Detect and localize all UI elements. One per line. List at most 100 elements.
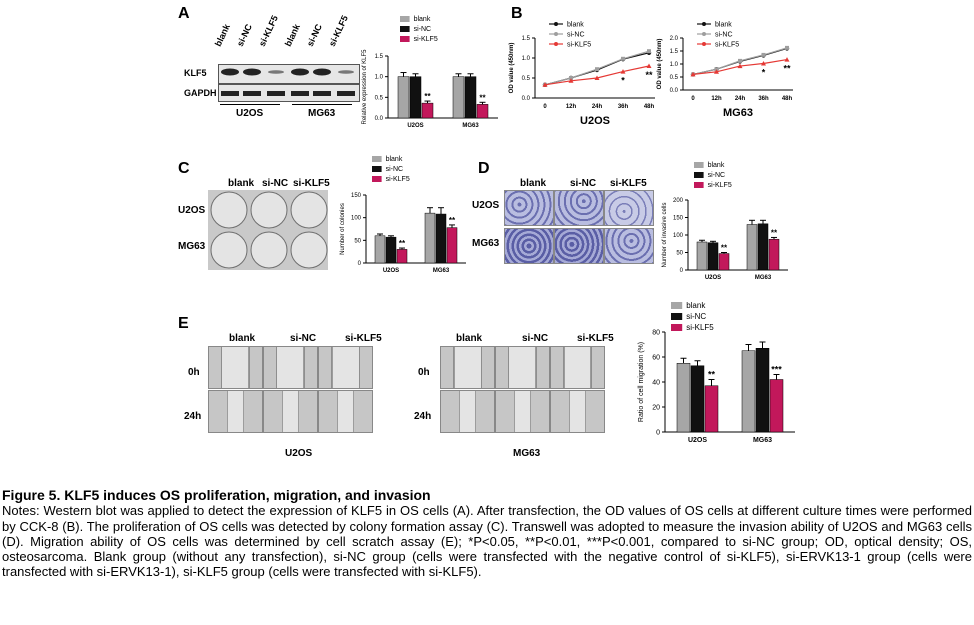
data-point bbox=[785, 45, 789, 50]
y-axis-label: Number of colonies bbox=[340, 203, 346, 255]
col-label: si-KLF5 bbox=[345, 333, 382, 344]
x-tick-label: 0 bbox=[543, 104, 547, 110]
blot-bands bbox=[221, 68, 355, 96]
legend-swatch bbox=[694, 172, 704, 178]
transwell-image bbox=[554, 228, 604, 264]
band bbox=[338, 70, 354, 74]
bar bbox=[385, 236, 397, 264]
chart-c-bar: 0 50 100 150 Number of colonies ** U2OS ** MG63 b… bbox=[340, 156, 466, 274]
legend-swatch bbox=[694, 162, 704, 168]
x-tick-label: 36h bbox=[618, 104, 629, 110]
legend-swatch bbox=[400, 16, 410, 22]
col-label: si-KLF5 bbox=[610, 178, 647, 189]
legend-label: si-NC bbox=[715, 32, 733, 39]
y-tick-label: 50 bbox=[354, 238, 361, 244]
group-label: MG63 bbox=[513, 448, 541, 459]
legend-label: si-KLF5 bbox=[414, 36, 438, 43]
group-line bbox=[292, 104, 352, 105]
legend-swatch bbox=[694, 182, 704, 188]
transwell-image bbox=[604, 190, 654, 226]
x-tick-label: 24h bbox=[592, 104, 603, 110]
scratch-image bbox=[208, 346, 263, 389]
legend-swatch bbox=[671, 313, 683, 320]
col-label: blank bbox=[520, 178, 547, 189]
panel-label-c: C bbox=[178, 160, 190, 177]
plate bbox=[250, 191, 288, 229]
significance-mark: * bbox=[762, 67, 766, 77]
x-tick-label: U2OS bbox=[705, 275, 721, 281]
bar bbox=[769, 379, 784, 433]
scratch-image bbox=[495, 346, 550, 389]
x-tick-label: 24h bbox=[735, 96, 746, 102]
plate bbox=[290, 191, 328, 229]
legend-marker bbox=[554, 42, 558, 46]
data-point bbox=[568, 78, 574, 83]
row-label: 24h bbox=[184, 411, 202, 422]
figure-caption: Figure 5. KLF5 induces OS proliferation,… bbox=[2, 487, 972, 580]
y-tick-label: 1.0 bbox=[522, 56, 531, 62]
group-label: U2OS bbox=[236, 108, 264, 119]
group-label: MG63 bbox=[308, 108, 336, 119]
row-label: 0h bbox=[188, 367, 200, 378]
bar bbox=[424, 212, 436, 264]
bar bbox=[374, 235, 386, 264]
bar bbox=[476, 104, 489, 119]
y-tick-label: 40 bbox=[652, 379, 660, 386]
y-tick-label: 100 bbox=[673, 233, 684, 239]
y-tick-label: 200 bbox=[673, 198, 684, 204]
legend-swatch bbox=[400, 36, 410, 42]
row-label: U2OS bbox=[178, 205, 206, 216]
chart-b-u2os: 0.0 0.5 1.0 1.5 0 12h 24h 36h 48h OD value (450nm… bbox=[509, 22, 655, 127]
lane-label: si-KLF5 bbox=[326, 13, 350, 48]
y-tick-label: 1.5 bbox=[375, 54, 384, 60]
scratch-image bbox=[318, 346, 373, 389]
data-point bbox=[595, 67, 599, 72]
scratch-image bbox=[440, 390, 495, 433]
y-tick-label: 2.0 bbox=[670, 36, 679, 42]
bar bbox=[464, 76, 477, 119]
data-point bbox=[646, 63, 652, 68]
transwell-image bbox=[504, 190, 554, 226]
x-tick-label: MG63 bbox=[462, 123, 479, 129]
band bbox=[267, 91, 285, 96]
y-tick-label: 1.0 bbox=[670, 62, 679, 68]
bar bbox=[707, 242, 719, 271]
bar bbox=[676, 363, 691, 433]
col-label: si-KLF5 bbox=[577, 333, 614, 344]
y-axis-label: OD value (450nm) bbox=[657, 39, 663, 90]
transwell-image bbox=[604, 228, 654, 264]
chart-a-bar: 0.0 0.5 1.0 1.5 Relative expression of KLF5 *… bbox=[362, 16, 498, 129]
legend-label: blank bbox=[708, 162, 725, 169]
significance-mark: ** bbox=[783, 64, 791, 74]
y-tick-label: 0.0 bbox=[522, 96, 531, 102]
band bbox=[291, 68, 309, 76]
col-label: blank bbox=[456, 333, 483, 344]
bar bbox=[718, 253, 730, 271]
col-label: si-NC bbox=[262, 178, 289, 189]
transwell-image bbox=[504, 228, 554, 264]
legend-swatch bbox=[372, 166, 382, 172]
lane-label: blank bbox=[212, 22, 232, 48]
y-tick-label: 50 bbox=[676, 251, 683, 257]
plate bbox=[210, 231, 248, 269]
bar bbox=[397, 76, 410, 119]
x-tick-label: U2OS bbox=[688, 437, 707, 444]
band bbox=[221, 91, 239, 96]
x-tick-label: 12h bbox=[566, 104, 577, 110]
bar bbox=[746, 224, 758, 271]
panel-label-d: D bbox=[478, 160, 490, 177]
row-label: 0h bbox=[418, 367, 430, 378]
y-axis-label: Number of invasive cells bbox=[662, 202, 668, 267]
significance-mark: ** bbox=[479, 93, 486, 102]
legend-label: si-NC bbox=[708, 172, 726, 179]
col-label: blank bbox=[229, 333, 256, 344]
data-point bbox=[542, 82, 548, 87]
y-tick-label: 1.5 bbox=[522, 36, 531, 42]
x-tick-label: MG63 bbox=[433, 268, 450, 274]
lane-label: blank bbox=[282, 22, 302, 48]
chart-e-bar: 0 20 40 60 80 Ratio of cell migration (%) ** U2… bbox=[638, 301, 795, 444]
data-point bbox=[594, 75, 600, 80]
legend-label: blank bbox=[414, 16, 431, 23]
significance-mark: ** bbox=[399, 239, 406, 248]
data-point bbox=[569, 76, 573, 80]
